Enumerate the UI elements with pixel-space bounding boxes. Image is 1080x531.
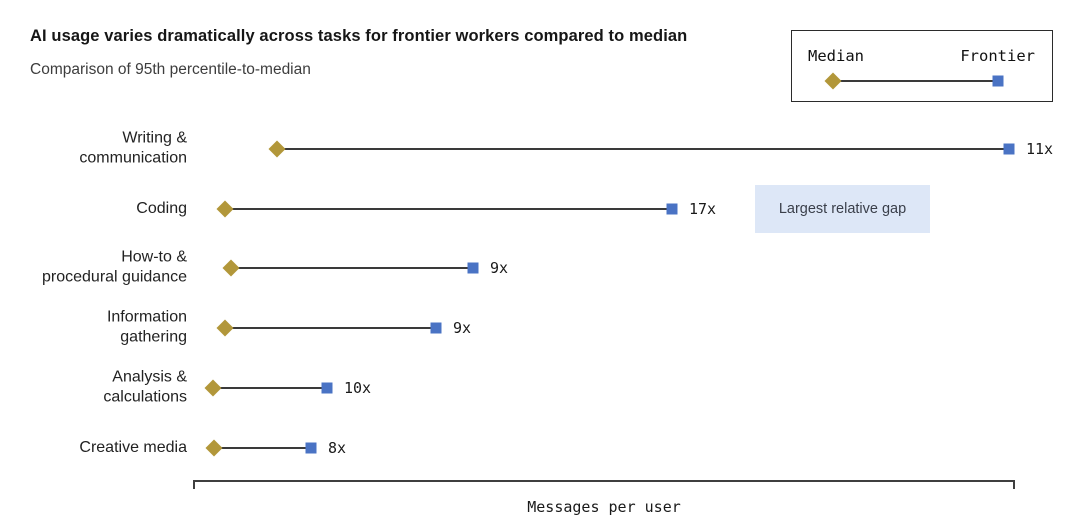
largest-gap-annotation: Largest relative gap (755, 185, 930, 233)
x-axis-bracket (193, 480, 1015, 489)
frontier-square-icon (430, 322, 442, 334)
median-diamond-icon (205, 439, 223, 457)
x-axis-label: Messages per user (527, 498, 681, 516)
category-label: How-to & procedural guidance (42, 248, 187, 286)
legend-median-label: Median (808, 47, 864, 65)
median-diamond-icon (204, 379, 222, 397)
ratio-label: 9x (490, 259, 509, 277)
ratio-label: 17x (689, 200, 717, 218)
median-diamond-icon (268, 140, 286, 158)
category-label: Writing & communication (79, 129, 187, 167)
frontier-square-icon (992, 75, 1004, 87)
connector-line (225, 327, 436, 329)
frontier-square-icon (1003, 143, 1015, 155)
connector-line (213, 387, 327, 389)
ratio-label: 10x (344, 379, 372, 397)
median-diamond-icon (824, 72, 842, 90)
connector-line (214, 447, 311, 449)
connector-line (277, 148, 1009, 150)
legend-frontier-label: Frontier (960, 47, 1035, 65)
ratio-label: 11x (1026, 140, 1054, 158)
chart-title: AI usage varies dramatically across task… (30, 27, 688, 45)
ratio-label: 9x (453, 319, 472, 337)
median-diamond-icon (216, 200, 234, 218)
frontier-square-icon (321, 382, 333, 394)
connector-line (231, 267, 473, 269)
frontier-square-icon (305, 442, 317, 454)
category-label: Coding (136, 199, 187, 217)
connector-line (225, 208, 672, 210)
chart-subtitle: Comparison of 95th percentile-to-median (30, 61, 311, 78)
median-diamond-icon (222, 259, 240, 277)
ratio-label: 8x (328, 439, 347, 457)
legend-connector-line (833, 80, 998, 82)
category-label: Creative media (79, 438, 187, 456)
legend: Median Frontier (791, 30, 1053, 102)
category-label: Analysis & calculations (103, 368, 187, 406)
frontier-square-icon (467, 262, 479, 274)
median-diamond-icon (216, 319, 234, 337)
category-label: Information gathering (106, 308, 187, 346)
frontier-square-icon (666, 203, 678, 215)
